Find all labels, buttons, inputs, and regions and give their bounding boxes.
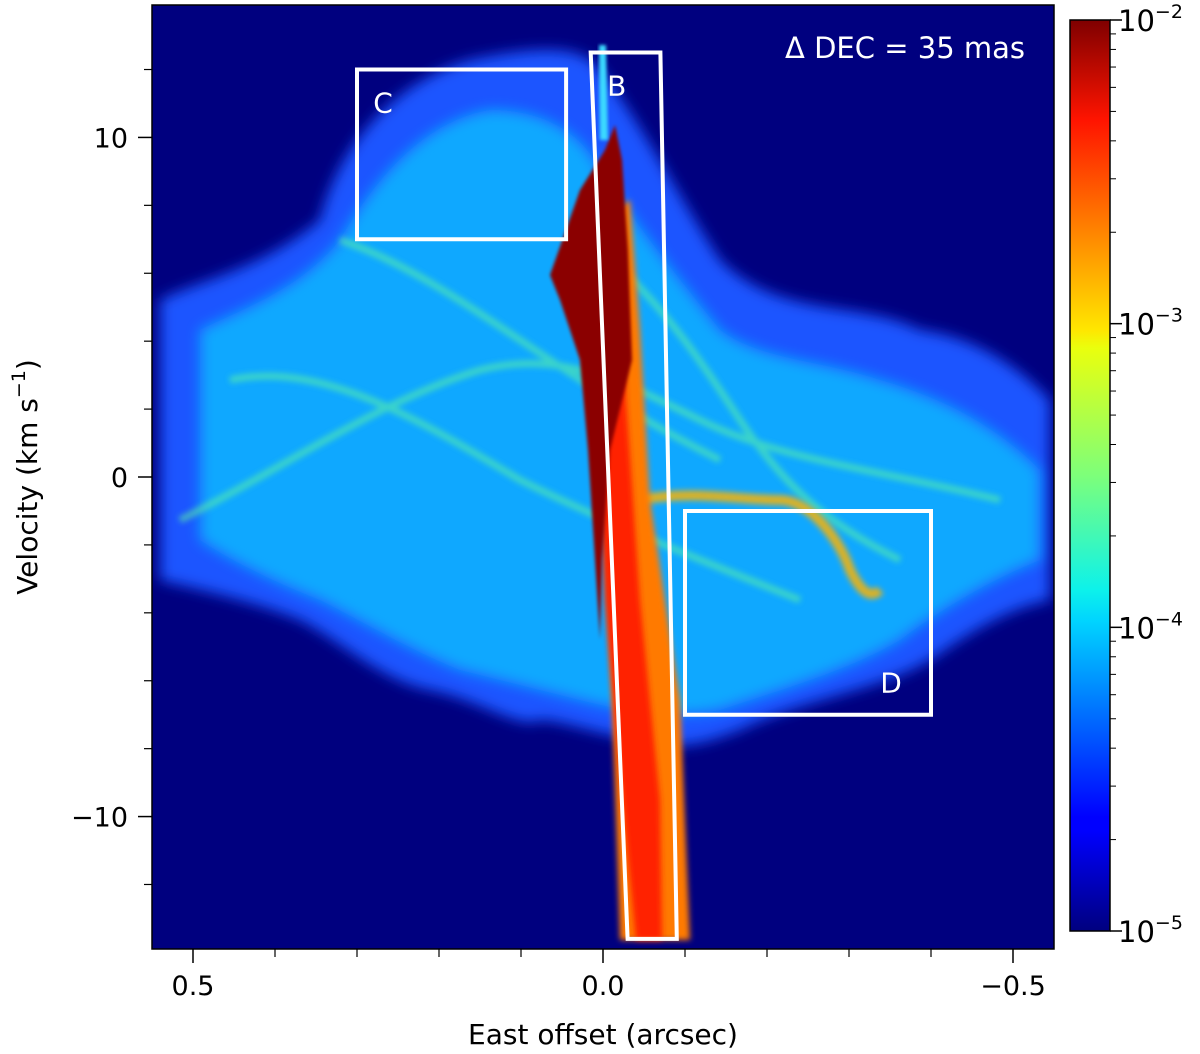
colorbar-tick-exponent: −4 xyxy=(1155,608,1183,630)
y-axis-label-close: ) xyxy=(11,359,44,370)
colorbar xyxy=(1069,19,1111,932)
emission-spine-core xyxy=(550,125,632,640)
y-tick-label: 10 xyxy=(94,123,128,154)
colorbar-tick-base: 10 xyxy=(1118,611,1155,645)
colorbar-ticks: 10−210−310−410−5 xyxy=(1110,1,1183,949)
x-tick-label: −0.5 xyxy=(980,971,1046,1002)
region-box-c xyxy=(355,67,569,242)
emission-spike xyxy=(599,45,608,140)
x-tick-label: 0.5 xyxy=(172,971,215,1002)
x-axis-label: East offset (arcsec) xyxy=(468,1018,738,1051)
y-axis: 10 0 −10 xyxy=(71,68,152,886)
colorbar-tick-label: 10−4 xyxy=(1118,608,1183,645)
region-boxes: B C D xyxy=(355,50,933,941)
colorbar-tick-base: 10 xyxy=(1118,915,1155,949)
region-label-c: C xyxy=(373,87,393,120)
region-box-b xyxy=(588,50,679,941)
colorbar-tick-base: 10 xyxy=(1118,308,1155,342)
region-label-d: D xyxy=(880,667,902,700)
y-axis-label: Velocity (km s−1) xyxy=(8,359,44,595)
y-tick-label: 0 xyxy=(111,463,128,494)
y-tick-label: −10 xyxy=(71,803,128,834)
colorbar-tick-exponent: −3 xyxy=(1155,305,1183,327)
colorbar-tick-base: 10 xyxy=(1118,4,1155,38)
colorbar-tick-label: 10−2 xyxy=(1118,1,1183,38)
colorbar-tick-label: 10−3 xyxy=(1118,305,1183,342)
y-axis-label-main: Velocity (km s xyxy=(11,398,44,595)
colorbar-tick-label: 10−5 xyxy=(1118,912,1183,949)
region-label-b: B xyxy=(607,70,626,103)
annotation-text: Δ DEC = 35 mas xyxy=(785,31,1025,65)
x-tick-label: 0.0 xyxy=(582,971,625,1002)
region-box-d xyxy=(683,508,933,717)
y-axis-label-sup: −1 xyxy=(8,370,30,398)
colorbar-tick-exponent: −5 xyxy=(1155,912,1183,934)
x-axis: 0.5 0.0 −0.5 xyxy=(172,949,1046,1002)
colorbar-tick-exponent: −2 xyxy=(1155,1,1183,23)
